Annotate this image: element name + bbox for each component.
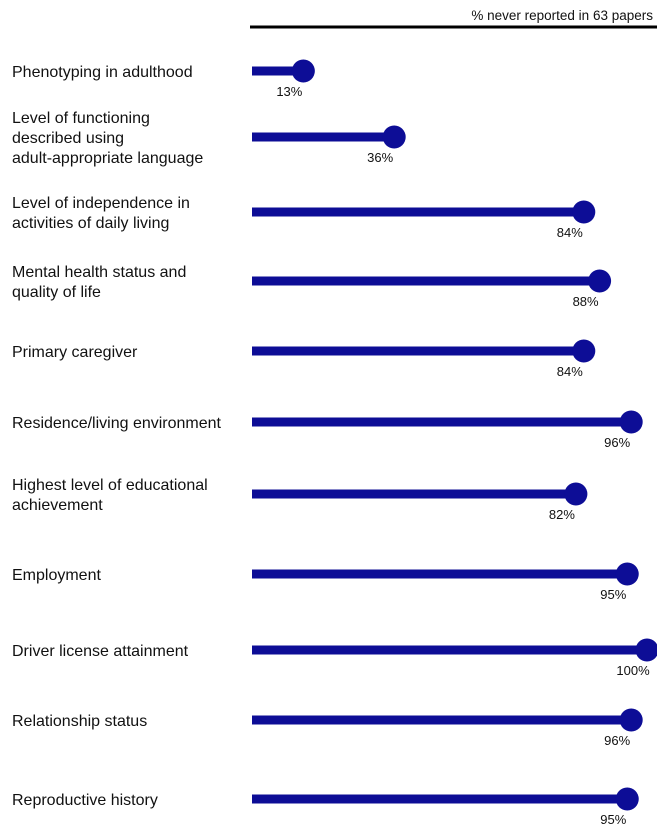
chart-rows: Phenotyping in adulthood 13% Level of func… (12, 59, 657, 825)
category-label-line: Primary caregiver (12, 344, 138, 361)
lollipop-dot (619, 410, 643, 434)
category-label: Employment (12, 567, 101, 584)
value-label: 82% (549, 507, 575, 522)
value-label: 36% (367, 150, 393, 165)
lollipop-dot (564, 482, 588, 506)
category-label-line: Driver license attainment (12, 643, 189, 660)
value-label: 96% (604, 733, 630, 748)
lollipop-dot (572, 200, 596, 224)
lollipop-dot (615, 787, 639, 811)
category-label-line: adult-appropriate language (12, 150, 203, 167)
category-label-line: described using (12, 130, 124, 147)
category-label: Phenotyping in adulthood (12, 64, 193, 81)
value-label: 95% (600, 812, 626, 825)
lollipop-dot (291, 59, 315, 83)
category-label-line: Residence/living environment (12, 415, 222, 432)
category-label-line: quality of life (12, 284, 101, 301)
category-label-line: Level of independence in (12, 195, 190, 212)
category-label: Reproductive history (12, 792, 158, 809)
category-label-line: activities of daily living (12, 215, 169, 232)
value-label: 95% (600, 587, 626, 602)
value-label: 100% (616, 663, 650, 678)
lollipop-dot (615, 562, 639, 586)
category-label: Level of independence in activities of da… (12, 195, 190, 232)
lollipop-dot (619, 708, 643, 732)
lollipop-dot (588, 269, 612, 293)
category-label-line: Employment (12, 567, 101, 584)
value-label: 84% (557, 225, 583, 240)
header-label: % never reported in 63 papers (471, 8, 653, 23)
lollipop-dot (635, 638, 657, 662)
value-label: 96% (604, 435, 630, 450)
category-label-line: achievement (12, 497, 103, 514)
lollipop-dot (572, 339, 596, 363)
lollipop-dot (382, 125, 406, 149)
category-label-line: Reproductive history (12, 792, 158, 809)
category-label-line: Level of functioning (12, 110, 150, 127)
category-label: Residence/living environment (12, 415, 222, 432)
category-label: Relationship status (12, 713, 147, 730)
category-label: Driver license attainment (12, 643, 189, 660)
category-label: Primary caregiver (12, 344, 138, 361)
category-label-line: Highest level of educational (12, 477, 208, 494)
category-label-line: Phenotyping in adulthood (12, 64, 193, 81)
category-label-line: Relationship status (12, 713, 147, 730)
category-label-line: Mental health status and (12, 264, 186, 281)
category-label: Level of functioning described using adult… (12, 110, 203, 167)
value-label: 84% (557, 364, 583, 379)
category-label: Mental health status and quality of life (12, 264, 186, 301)
value-label: 88% (573, 294, 599, 309)
value-label: 13% (276, 84, 302, 99)
category-label: Highest level of educational achievement (12, 477, 208, 514)
